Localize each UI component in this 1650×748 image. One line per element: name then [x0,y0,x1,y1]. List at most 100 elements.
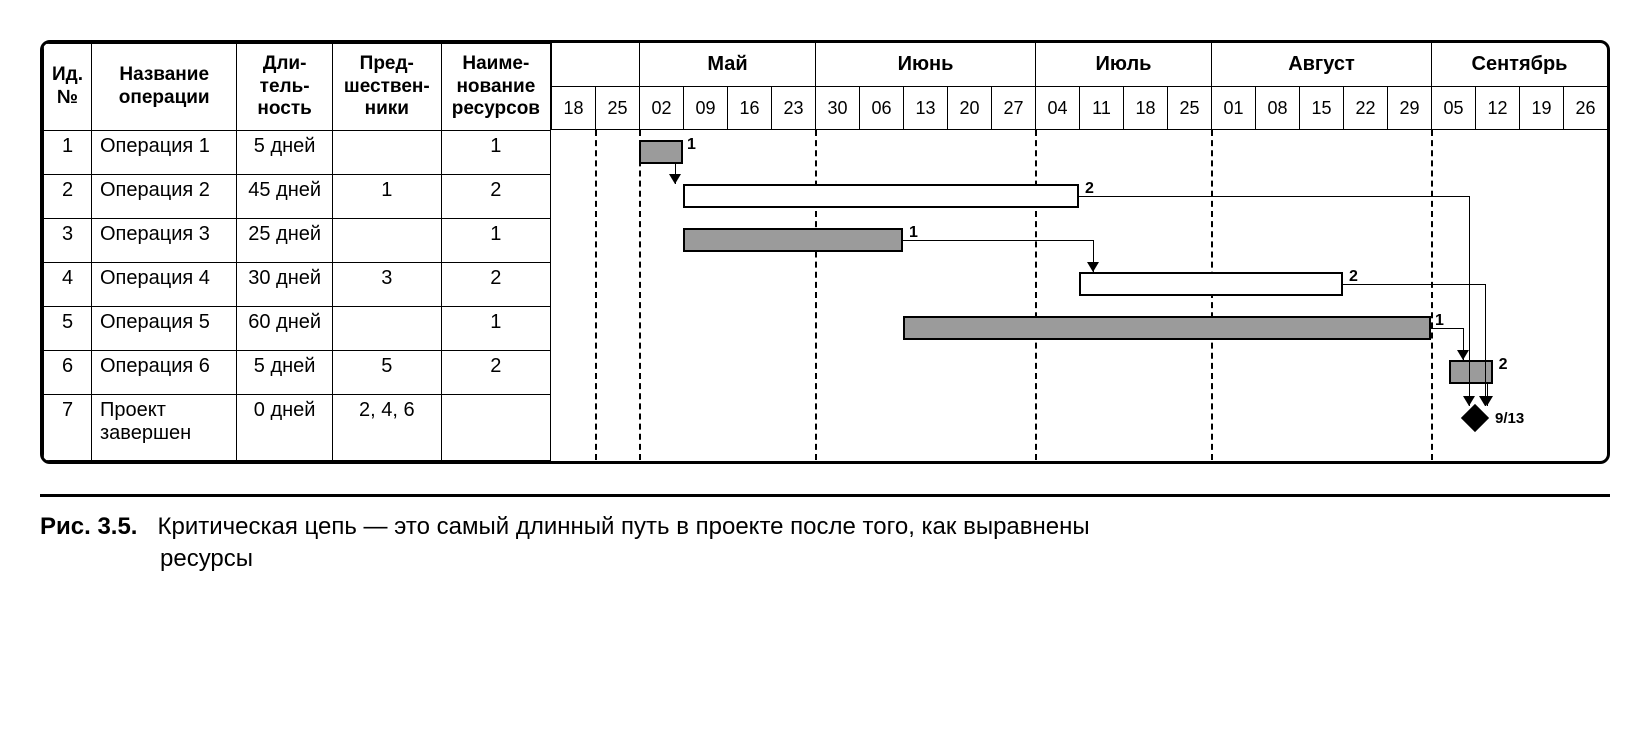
cell-id: 4 [44,263,92,307]
table-row: 1Операция 15 дней1 [44,131,551,175]
cell-duration: 5 дней [237,351,332,395]
cell-name: Операция 6 [92,351,237,395]
week-cell: 20 [947,87,991,129]
cell-pred: 1 [332,175,441,219]
cell-duration: 0 дней [237,395,332,461]
dependency-line [1469,196,1470,406]
dependency-line [1079,196,1469,197]
caption-label: Рис. 3.5. [40,513,137,540]
gantt-bar [903,316,1431,340]
week-cell: 06 [859,87,903,129]
cell-pred [332,307,441,351]
cell-name: Операция 5 [92,307,237,351]
week-cell: 18 [551,87,595,129]
col-header-duration: Дли-тель-ность [237,44,332,131]
week-cell: 09 [683,87,727,129]
week-cell: 15 [1299,87,1343,129]
month-cell: Июль [1035,43,1211,86]
week-cell: 04 [1035,87,1079,129]
week-cell: 01 [1211,87,1255,129]
week-cell: 02 [639,87,683,129]
cell-id: 3 [44,219,92,263]
table-row: 6Операция 65 дней52 [44,351,551,395]
cell-id: 6 [44,351,92,395]
col-header-predecessors: Пред-шествен-ники [332,44,441,131]
gantt-header: МайИюньИюльАвгустСентябрь 18250209162330… [551,43,1607,130]
dependency-arrow-icon [1463,396,1475,406]
cell-id: 1 [44,131,92,175]
caption-text-1: Критическая цепь — это самый длинный пут… [158,513,1090,540]
bar-resource-label: 1 [687,136,696,154]
cell-res [441,395,550,461]
week-cell: 25 [1167,87,1211,129]
gantt-bar [639,140,683,164]
cell-pred: 5 [332,351,441,395]
cell-id: 7 [44,395,92,461]
gantt-bar [683,228,903,252]
week-cell: 18 [1123,87,1167,129]
month-divider [1431,130,1433,460]
table-row: 2Операция 245 дней12 [44,175,551,219]
month-divider [595,130,597,460]
month-divider [815,130,817,460]
figure-caption: Рис. 3.5. Критическая цепь — это самый д… [40,511,1610,576]
cell-duration: 60 дней [237,307,332,351]
month-cell: Август [1211,43,1431,86]
table-row: 5Операция 560 дней1 [44,307,551,351]
cell-name: Проект завершен [92,395,237,461]
cell-res: 1 [441,131,550,175]
week-cell: 23 [771,87,815,129]
month-divider [1035,130,1037,460]
week-cell: 12 [1475,87,1519,129]
month-cell: Май [639,43,815,86]
figure-container: Ид.№ Название операции Дли-тель-ность Пр… [40,40,1610,576]
gantt-bar [683,184,1079,208]
cell-duration: 25 дней [237,219,332,263]
cell-pred [332,219,441,263]
cell-res: 2 [441,263,550,307]
week-cell: 26 [1563,87,1607,129]
week-cell: 27 [991,87,1035,129]
week-cell: 05 [1431,87,1475,129]
month-row: МайИюньИюльАвгустСентябрь [551,43,1607,87]
week-cell: 29 [1387,87,1431,129]
cell-id: 5 [44,307,92,351]
dependency-arrow-icon [669,174,681,184]
week-cell: 22 [1343,87,1387,129]
table-row: 7Проект завершен0 дней2, 4, 6 [44,395,551,461]
bar-resource-label: 2 [1499,356,1508,374]
caption-divider [40,494,1610,497]
table-row: 3Операция 325 дней 1 [44,219,551,263]
month-cell: Сентябрь [1431,43,1607,86]
cell-res: 1 [441,219,550,263]
col-header-resources: Наиме-нованиересурсов [441,44,550,131]
dependency-line [1343,284,1485,285]
milestone-label: 9/13 [1495,410,1524,427]
caption-text-2: ресурсы [40,543,1610,575]
col-header-id: Ид.№ [44,44,92,131]
cell-pred: 3 [332,263,441,307]
cell-res: 2 [441,175,550,219]
dependency-arrow-icon [1481,396,1493,406]
week-cell: 08 [1255,87,1299,129]
gantt-chart: Ид.№ Название операции Дли-тель-ность Пр… [40,40,1610,464]
gantt-area: МайИюньИюльАвгустСентябрь 18250209162330… [551,43,1607,461]
week-cell: 16 [727,87,771,129]
cell-pred [332,131,441,175]
month-divider [639,130,641,460]
milestone-icon [1461,404,1489,432]
dependency-arrow-icon [1457,350,1469,360]
col-header-name: Название операции [92,44,237,131]
cell-duration: 5 дней [237,131,332,175]
table-row: 4Операция 430 дней32 [44,263,551,307]
week-cell: 13 [903,87,947,129]
gantt-body: 1212129/13 [551,130,1607,460]
cell-name: Операция 3 [92,219,237,263]
cell-pred: 2, 4, 6 [332,395,441,461]
week-cell: 25 [595,87,639,129]
cell-name: Операция 4 [92,263,237,307]
cell-name: Операция 1 [92,131,237,175]
cell-duration: 45 дней [237,175,332,219]
cell-id: 2 [44,175,92,219]
week-cell: 30 [815,87,859,129]
